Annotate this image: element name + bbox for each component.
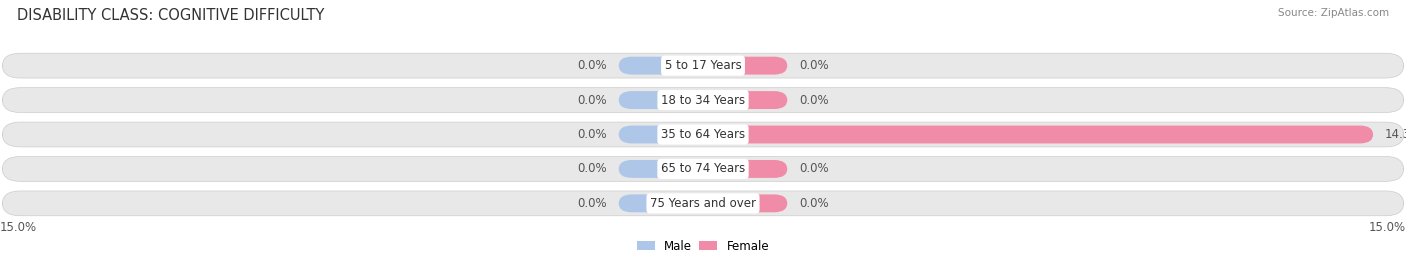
Text: 0.0%: 0.0%: [578, 59, 607, 72]
Text: 0.0%: 0.0%: [578, 162, 607, 175]
Text: 5 to 17 Years: 5 to 17 Years: [665, 59, 741, 72]
FancyBboxPatch shape: [703, 194, 787, 212]
Text: 15.0%: 15.0%: [1369, 221, 1406, 234]
FancyBboxPatch shape: [3, 88, 1403, 112]
FancyBboxPatch shape: [703, 160, 787, 178]
Text: 35 to 64 Years: 35 to 64 Years: [661, 128, 745, 141]
Text: 15.0%: 15.0%: [0, 221, 37, 234]
FancyBboxPatch shape: [3, 122, 1403, 147]
Text: 0.0%: 0.0%: [799, 162, 828, 175]
FancyBboxPatch shape: [619, 160, 703, 178]
Text: DISABILITY CLASS: COGNITIVE DIFFICULTY: DISABILITY CLASS: COGNITIVE DIFFICULTY: [17, 8, 325, 23]
Text: 75 Years and over: 75 Years and over: [650, 197, 756, 210]
Text: 0.0%: 0.0%: [799, 197, 828, 210]
FancyBboxPatch shape: [3, 191, 1403, 216]
FancyBboxPatch shape: [619, 91, 703, 109]
Text: 0.0%: 0.0%: [578, 197, 607, 210]
Text: 0.0%: 0.0%: [799, 59, 828, 72]
Text: 14.3%: 14.3%: [1385, 128, 1406, 141]
Text: 18 to 34 Years: 18 to 34 Years: [661, 94, 745, 107]
FancyBboxPatch shape: [619, 126, 703, 143]
Text: 0.0%: 0.0%: [799, 94, 828, 107]
Legend: Male, Female: Male, Female: [637, 240, 769, 253]
FancyBboxPatch shape: [619, 57, 703, 75]
Text: 65 to 74 Years: 65 to 74 Years: [661, 162, 745, 175]
FancyBboxPatch shape: [619, 194, 703, 212]
Text: 0.0%: 0.0%: [578, 94, 607, 107]
FancyBboxPatch shape: [703, 91, 787, 109]
Text: Source: ZipAtlas.com: Source: ZipAtlas.com: [1278, 8, 1389, 18]
Text: 0.0%: 0.0%: [578, 128, 607, 141]
FancyBboxPatch shape: [3, 53, 1403, 78]
FancyBboxPatch shape: [703, 57, 787, 75]
FancyBboxPatch shape: [703, 126, 1374, 143]
FancyBboxPatch shape: [3, 157, 1403, 181]
